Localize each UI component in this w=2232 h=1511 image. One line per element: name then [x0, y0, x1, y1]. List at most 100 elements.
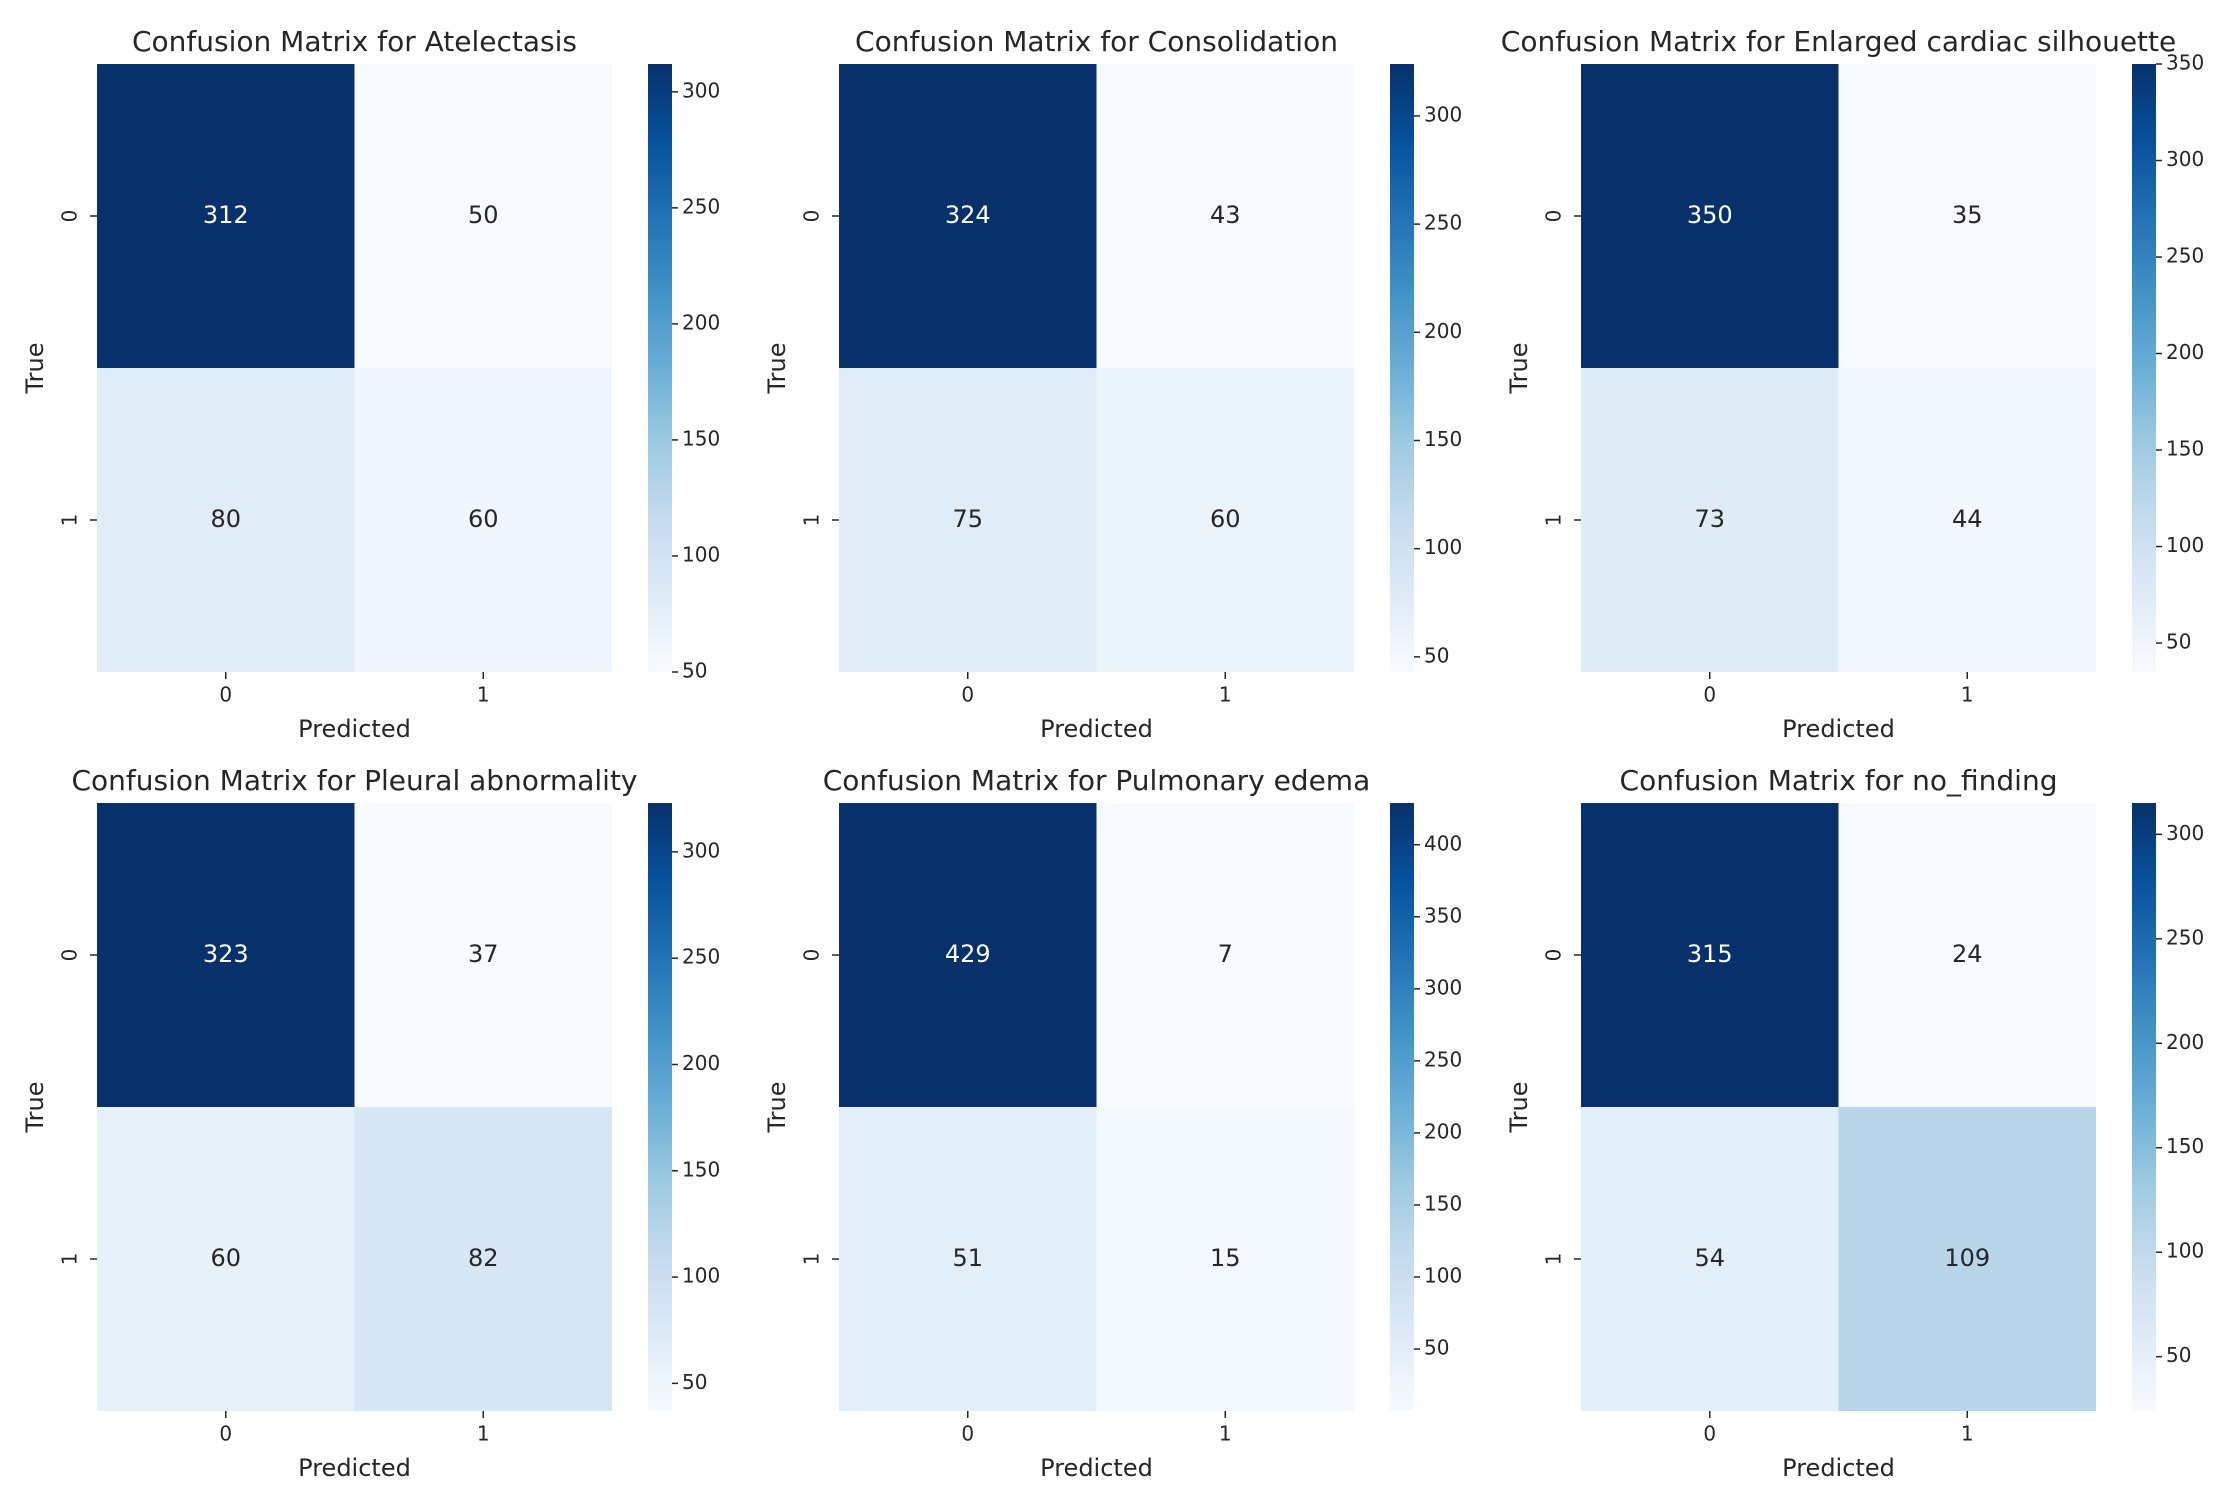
heatmap-cell	[1838, 368, 2096, 672]
heatmap-cell	[1838, 1107, 2096, 1411]
colorbar-tick-label: 200	[682, 310, 720, 334]
colorbar-tick-label: 100	[1424, 535, 1462, 559]
colorbar-tick-label: 250	[1424, 1047, 1462, 1071]
colorbar-tick-label: 250	[2166, 925, 2204, 949]
y-tick-label: 0	[800, 210, 824, 223]
y-tick-label: 0	[58, 210, 82, 223]
colorbar-tick-label: 350	[1424, 903, 1462, 927]
cell-label: 80	[210, 505, 241, 533]
y-axis-label: True	[21, 1082, 49, 1134]
cell-label: 109	[1944, 1244, 1990, 1272]
chart-title: Confusion Matrix for Pleural abnormality	[72, 764, 638, 797]
heatmap-cell	[97, 368, 355, 672]
colorbar-tick-label: 250	[682, 945, 720, 969]
y-tick-label: 0	[1542, 210, 1566, 223]
colorbar	[648, 64, 672, 672]
y-tick-label: 1	[58, 514, 82, 527]
y-axis-label: True	[763, 1082, 791, 1134]
heatmap-cell	[1096, 368, 1354, 672]
heatmap-cell	[839, 803, 1097, 1107]
chart-title: Confusion Matrix for Atelectasis	[132, 25, 577, 58]
cell-label: 43	[1210, 201, 1241, 229]
cell-label: 60	[1210, 505, 1241, 533]
cell-label: 73	[1694, 505, 1725, 533]
x-tick-label: 1	[1961, 683, 1974, 707]
colorbar-tick-label: 200	[1424, 319, 1462, 343]
y-tick-label: 1	[1542, 514, 1566, 527]
colorbar-tick-label: 350	[2166, 51, 2204, 75]
heatmap-cell	[354, 368, 612, 672]
colorbar-tick-label: 200	[682, 1051, 720, 1075]
cell-label: 24	[1952, 940, 1983, 968]
x-tick-label: 1	[1219, 1422, 1232, 1446]
y-axis-label: True	[1505, 1082, 1533, 1134]
colorbar-tick-label: 400	[1424, 831, 1462, 855]
heatmap-cell	[354, 64, 612, 368]
colorbar-tick-label: 150	[2166, 1134, 2204, 1158]
colorbar-tick-label: 100	[1424, 1264, 1462, 1288]
cell-label: 82	[468, 1244, 499, 1272]
colorbar	[2132, 803, 2156, 1411]
colorbar-tick-label: 300	[1424, 102, 1462, 126]
y-tick-label: 1	[58, 1253, 82, 1266]
colorbar-tick-label: 50	[682, 659, 707, 683]
y-axis-label: True	[763, 343, 791, 395]
heatmap-cell	[839, 1107, 1097, 1411]
colorbar-tick-label: 200	[1424, 1119, 1462, 1143]
chart-title: Confusion Matrix for no_finding	[1620, 764, 2058, 797]
cell-label: 75	[952, 505, 983, 533]
cell-label: 7	[1218, 940, 1233, 968]
x-axis-label: Predicted	[298, 1454, 411, 1482]
y-tick-label: 0	[1542, 949, 1566, 962]
colorbar-tick-label: 300	[2166, 821, 2204, 845]
colorbar-tick-label: 50	[1424, 1336, 1449, 1360]
x-tick-label: 1	[1961, 1422, 1974, 1446]
cell-label: 54	[1694, 1244, 1725, 1272]
colorbar-tick-label: 250	[2166, 244, 2204, 268]
heatmap-cell	[1096, 803, 1354, 1107]
colorbar	[648, 803, 672, 1411]
y-tick-label: 1	[800, 514, 824, 527]
colorbar-tick-label: 150	[682, 426, 720, 450]
cell-label: 60	[210, 1244, 241, 1272]
x-tick-label: 0	[961, 1422, 974, 1446]
cell-label: 323	[203, 940, 249, 968]
colorbar-tick-label: 100	[682, 1264, 720, 1288]
heatmap-cell	[1581, 1107, 1839, 1411]
heatmap-cell	[1581, 803, 1839, 1107]
colorbar-tick-label: 150	[1424, 1191, 1462, 1215]
y-tick-label: 1	[1542, 1253, 1566, 1266]
cell-label: 324	[945, 201, 991, 229]
heatmap-cell	[839, 368, 1097, 672]
y-axis-label: True	[1505, 343, 1533, 395]
colorbar-tick-label: 100	[2166, 1239, 2204, 1263]
colorbar-tick-label: 100	[682, 542, 720, 566]
colorbar	[2132, 64, 2156, 672]
heatmap-cell	[1096, 1107, 1354, 1411]
colorbar-tick-label: 150	[682, 1157, 720, 1181]
x-tick-label: 1	[477, 1422, 490, 1446]
cell-label: 312	[203, 201, 249, 229]
colorbar-tick-label: 250	[1424, 211, 1462, 235]
x-tick-label: 1	[1219, 683, 1232, 707]
colorbar-tick-label: 200	[2166, 340, 2204, 364]
colorbar-tick-label: 300	[2166, 147, 2204, 171]
colorbar	[1390, 64, 1414, 672]
x-axis-label: Predicted	[1782, 1454, 1895, 1482]
cell-label: 60	[468, 505, 499, 533]
x-axis-label: Predicted	[1040, 1454, 1153, 1482]
colorbar-tick-label: 50	[1424, 643, 1449, 667]
y-axis-label: True	[21, 343, 49, 395]
colorbar-tick-label: 300	[682, 78, 720, 102]
heatmap-cell	[354, 1107, 612, 1411]
x-tick-label: 1	[477, 683, 490, 707]
heatmap-cell	[1581, 368, 1839, 672]
colorbar-tick-label: 300	[1424, 975, 1462, 999]
x-tick-label: 0	[219, 683, 232, 707]
heatmap-cell	[1581, 64, 1839, 368]
chart-title: Confusion Matrix for Consolidation	[855, 25, 1338, 58]
x-axis-label: Predicted	[1782, 715, 1895, 743]
colorbar	[1390, 803, 1414, 1411]
heatmap-cell	[354, 803, 612, 1107]
